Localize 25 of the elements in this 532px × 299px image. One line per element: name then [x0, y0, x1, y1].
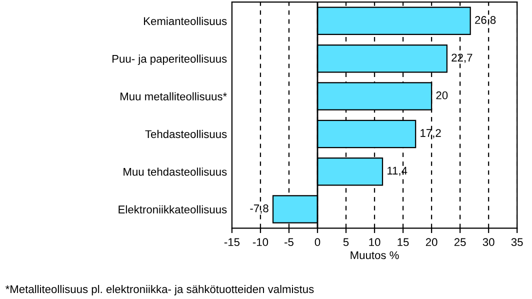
data-label: 11,4 [388, 166, 408, 176]
x-tick-label: 35 [511, 238, 523, 246]
x-tick-label: 25 [454, 238, 466, 246]
data-label: 22,7 [452, 54, 472, 63]
x-tick-label: 5 [343, 238, 349, 246]
x-tick-label: -15 [224, 238, 240, 246]
x-tick-label: -10 [252, 238, 268, 246]
x-axis-title: Muutos % [350, 251, 399, 260]
x-tick-label: 30 [482, 238, 494, 246]
x-tick-label: 20 [426, 238, 438, 246]
x-tick-label: 10 [369, 238, 380, 246]
x-tick-label: 15 [398, 238, 409, 246]
x-tick-label: 0 [314, 238, 320, 246]
data-label: 17,2 [420, 129, 441, 138]
data-label: 26,8 [475, 16, 496, 26]
y-tick-label: Elektroniikkateollisuus [118, 205, 227, 214]
text: *Metalliteollisuus pl. elektroniikka- ja sähkötuotteiden valmistus [6, 284, 314, 296]
y-tick-label: Puu- ja paperiteollisuus [112, 54, 227, 65]
y-tick-label: Kemianteollisuus [144, 16, 227, 26]
y-tick-label: Tehdasteollisuus [145, 130, 227, 138]
y-tick-label: Muu metalliteollisuus* [120, 92, 227, 100]
x-tick-label: -5 [284, 238, 294, 246]
data-label: 20 [436, 91, 448, 100]
y-tick-label: Muu tehdasteollisuus [124, 168, 227, 176]
data-label: -7,8 [250, 204, 268, 214]
